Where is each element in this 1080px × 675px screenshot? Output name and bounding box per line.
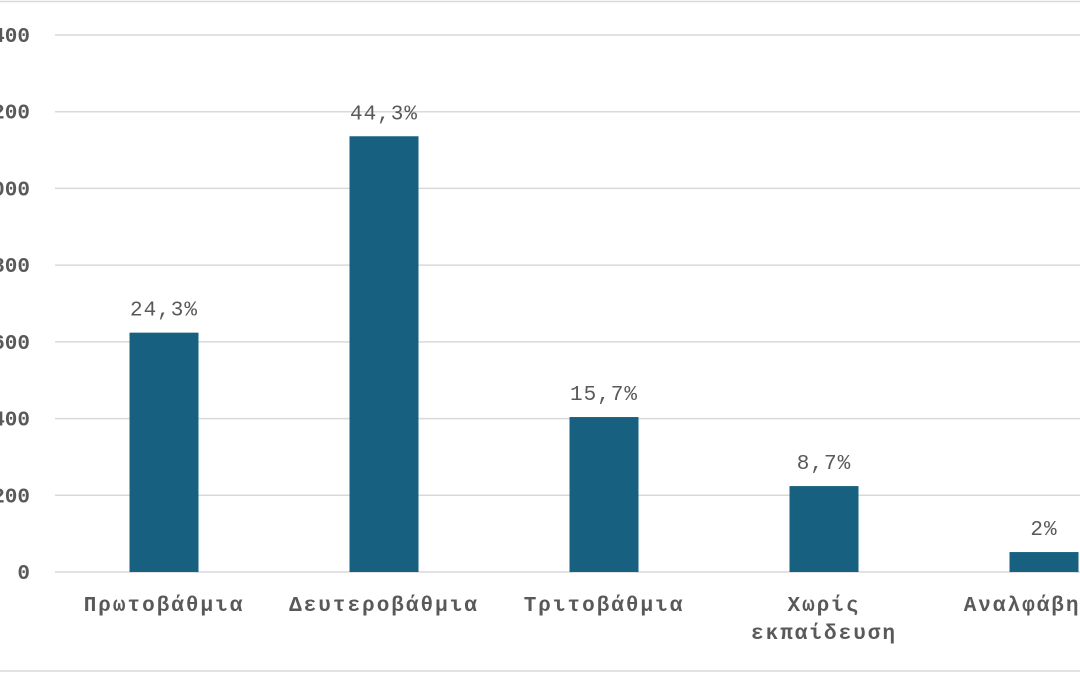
x-category-label: Χωρίς	[787, 595, 860, 618]
y-axis-ticks: 0 200 400 600 800 1000 1200 1400	[0, 26, 30, 586]
data-label: 24,3%	[130, 300, 198, 323]
y-tick-label: 800	[0, 256, 30, 279]
bars	[129, 136, 1079, 572]
bar	[1009, 552, 1079, 572]
x-category-label: Αναλφάβητοι	[964, 595, 1080, 618]
x-category-label: Τριτοβάθμια	[524, 595, 685, 618]
data-labels: 24,3% 44,3% 15,7% 8,7% 2%	[130, 103, 1057, 542]
data-label: 44,3%	[350, 103, 418, 126]
data-label: 8,7%	[797, 453, 851, 476]
y-tick-label: 0	[17, 563, 30, 586]
gridlines	[55, 34, 1080, 573]
x-category-label: Δευτεροβάθμια	[289, 595, 479, 618]
data-label: 2%	[1030, 519, 1057, 542]
bar	[349, 136, 419, 572]
bar	[569, 417, 639, 572]
bar	[789, 486, 859, 572]
y-tick-label: 1400	[0, 26, 30, 49]
y-tick-label: 600	[0, 333, 30, 356]
y-tick-label: 1000	[0, 179, 30, 202]
y-tick-label: 1200	[0, 103, 30, 126]
bar	[129, 332, 199, 572]
data-label: 15,7%	[570, 384, 638, 407]
y-tick-label: 400	[0, 410, 30, 433]
x-category-label: Πρωτοβάθμια	[84, 595, 245, 618]
x-category-label: εκπαίδευση	[751, 623, 897, 646]
x-axis-categories: Πρωτοβάθμια Δευτεροβάθμια Τριτοβάθμια Χωρίς…	[84, 595, 1080, 646]
y-tick-label: 200	[0, 486, 30, 509]
